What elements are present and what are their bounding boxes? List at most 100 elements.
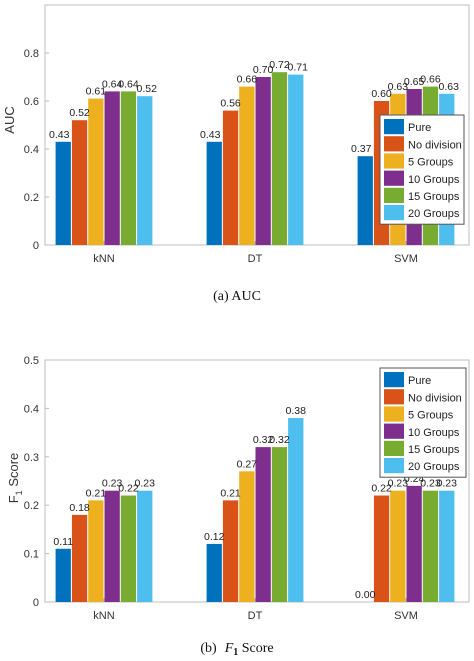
bar-value-label: 0.43 <box>200 129 221 141</box>
chart-b-caption-rest: Score <box>238 641 273 656</box>
legend-swatch <box>384 205 404 221</box>
legend-swatch <box>384 187 404 203</box>
bar <box>239 86 255 245</box>
chart-b-caption: (b) F1 Score <box>200 641 273 658</box>
bar <box>255 77 271 245</box>
x-category-label: kNN <box>93 610 114 622</box>
legend-label: 5 Groups <box>408 410 454 422</box>
bar-value-label: 0.52 <box>137 83 158 95</box>
legend-label: Pure <box>408 122 431 134</box>
legend-label: 20 Groups <box>408 461 460 473</box>
bar-value-label: 0.64 <box>102 78 123 90</box>
chart-b-y-axis-label: F1 Score <box>6 453 24 504</box>
y-tick-label: 0.6 <box>24 96 39 108</box>
bar-value-label: 0.71 <box>288 62 309 74</box>
x-category-label: SVM <box>394 253 418 265</box>
bar-value-label: 0.43 <box>49 129 70 141</box>
chart-b-caption-sub: 1 <box>233 647 238 658</box>
chart-f1-score: 00.10.20.30.40.5 0.110.180.210.230.220.2… <box>6 355 470 622</box>
bar <box>239 471 255 602</box>
bar <box>88 98 104 245</box>
bar-value-label: 0.12 <box>204 531 225 543</box>
bar-value-label: 0.32 <box>269 434 290 446</box>
legend-label: 15 Groups <box>408 191 460 203</box>
bar <box>271 72 288 245</box>
x-category-label: kNN <box>93 253 114 265</box>
bar-value-label: 0.38 <box>286 405 307 417</box>
chart-b-caption-f: F <box>224 641 234 656</box>
legend-swatch <box>384 458 404 474</box>
bar <box>357 156 373 245</box>
legend-swatch <box>384 423 404 439</box>
y-tick-label: 0.3 <box>24 452 39 464</box>
legend-swatch <box>384 136 404 152</box>
bar-value-label: 0.23 <box>102 478 123 490</box>
y-tick-label: 0.4 <box>24 403 39 415</box>
bar <box>406 485 422 602</box>
chart-b-caption-prefix: (b) <box>200 641 217 656</box>
bar-value-label: 0.23 <box>135 478 156 490</box>
bar <box>255 447 271 602</box>
legend-swatch <box>384 389 404 405</box>
legend-label: No division <box>408 139 462 151</box>
legend-swatch <box>384 406 404 422</box>
bar-value-label: 0.66 <box>237 74 258 86</box>
chart-b-y-label-f: F <box>6 495 21 503</box>
y-tick-label: 0.2 <box>24 500 39 512</box>
legend-swatch <box>384 170 404 186</box>
bar <box>271 447 288 602</box>
bar <box>104 91 120 246</box>
bar <box>137 490 153 602</box>
chart-b-y-label-rest: Score <box>6 453 21 491</box>
bar <box>104 490 120 602</box>
legend-swatch <box>384 372 404 388</box>
bar-value-label: 0.32 <box>253 434 274 446</box>
bar-value-label: 0.27 <box>237 458 258 470</box>
chart-b-legend: Pure No division 5 Groups 10 Groups 15 Group… <box>379 367 467 478</box>
bar-value-label: 0.65 <box>404 76 425 88</box>
bar-value-label: 0.00 <box>355 589 376 601</box>
y-tick-label: 0 <box>33 597 39 609</box>
bar <box>288 418 304 602</box>
bar-value-label: 0.22 <box>371 483 392 495</box>
bar <box>206 543 222 602</box>
bar-value-label: 0.63 <box>388 81 409 93</box>
bar <box>222 500 239 602</box>
bar-value-label: 0.60 <box>371 88 392 100</box>
chart-a-legend: Pure No division 5 Groups 10 Groups 15 Group… <box>379 114 465 225</box>
x-category-label: DT <box>248 253 263 265</box>
y-tick-label: 0 <box>33 240 39 252</box>
bar <box>88 500 104 602</box>
bar-value-label: 0.21 <box>220 487 241 499</box>
bar-value-label: 0.63 <box>439 81 460 93</box>
bar <box>71 514 88 602</box>
bar <box>390 490 406 602</box>
chart-a-y-axis-label: AUC <box>2 106 17 133</box>
bar <box>120 91 137 246</box>
bar-value-label: 0.11 <box>53 536 73 548</box>
y-tick-label: 0.4 <box>24 144 39 156</box>
chart-auc: 00.20.40.60.8 0.430.520.610.640.640.520.… <box>2 4 470 265</box>
bar <box>55 141 71 245</box>
chart-a-caption: (a) AUC <box>213 289 261 304</box>
bar <box>137 96 153 245</box>
legend-label: 10 Groups <box>408 174 460 186</box>
y-tick-label: 0.8 <box>24 48 39 60</box>
bar <box>206 141 222 245</box>
bar-value-label: 0.18 <box>69 502 90 514</box>
bar-value-label: 0.37 <box>351 143 372 155</box>
legend-swatch <box>384 440 404 456</box>
bar-value-label: 0.52 <box>69 107 90 119</box>
bar <box>288 74 304 245</box>
bar-value-label: 0.66 <box>420 74 441 86</box>
bar-value-label: 0.23 <box>420 478 441 490</box>
legend-label: 20 Groups <box>408 208 460 220</box>
bar-value-label: 0.21 <box>86 487 107 499</box>
legend-swatch <box>384 119 404 135</box>
bar-value-label: 0.64 <box>118 78 139 90</box>
legend-label: 10 Groups <box>408 427 460 439</box>
legend-swatch <box>384 153 404 169</box>
legend-label: 5 Groups <box>408 157 454 169</box>
bar-value-label: 0.23 <box>388 478 409 490</box>
